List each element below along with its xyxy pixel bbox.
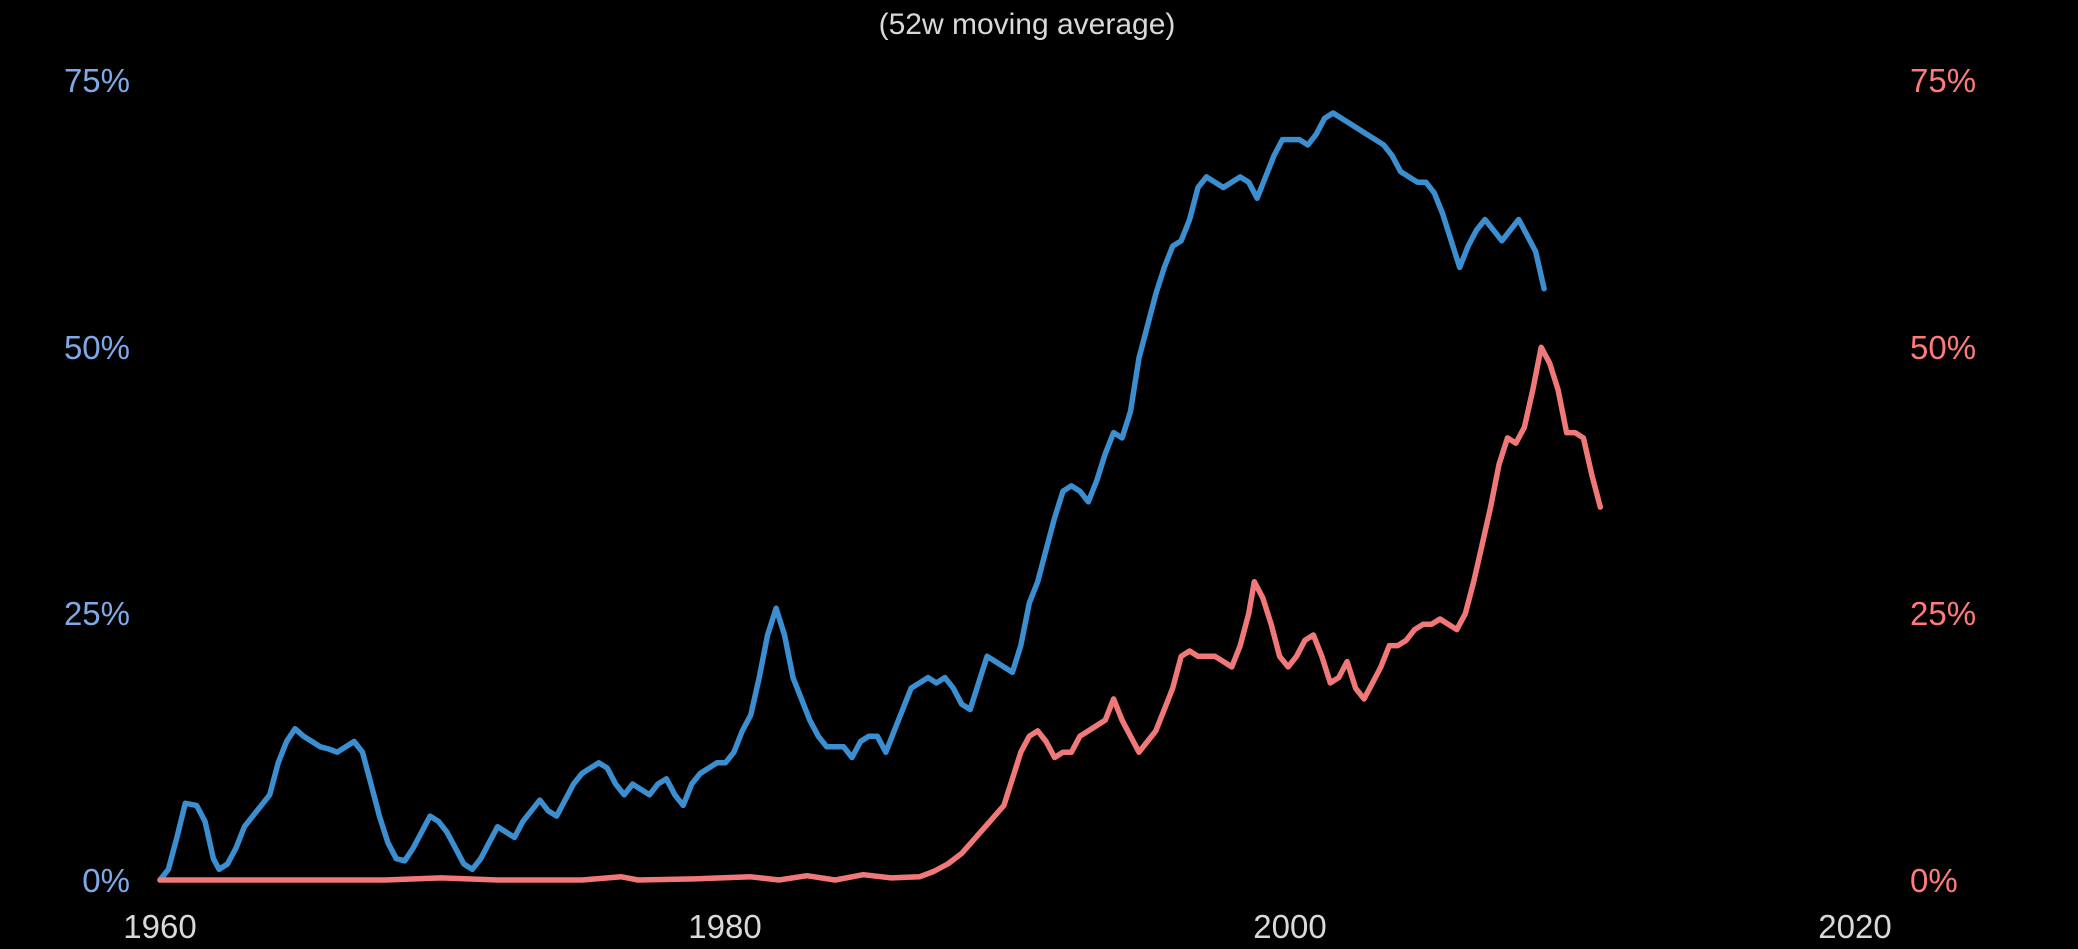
right-y-tick-75: 75% [1910,62,1976,99]
x-tick-2020: 2020 [1818,908,1891,945]
left-y-tick-75: 75% [64,62,130,99]
x-tick-2000: 2000 [1253,908,1326,945]
right-y-tick-25: 25% [1910,595,1976,632]
left-y-tick-25: 25% [64,595,130,632]
x-tick-1980: 1980 [688,908,761,945]
blue-series-line [157,110,1547,883]
right-y-tick-50: 50% [1910,329,1976,366]
right-y-tick-0: 0% [1910,862,1958,899]
chart-subtitle: (52w moving average) [879,8,1176,41]
left-y-tick-0: 0% [82,862,130,899]
x-tick-1960: 1960 [123,908,196,945]
red-series-line [157,344,1604,883]
left-y-tick-50: 50% [64,329,130,366]
